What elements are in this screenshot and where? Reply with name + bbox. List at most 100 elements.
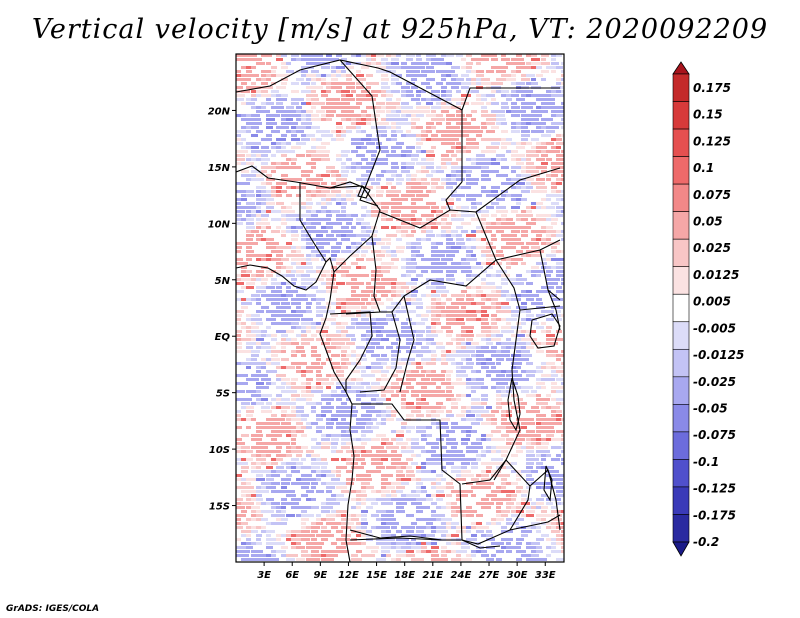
- field-cell: [236, 278, 242, 281]
- colorbar-label: 0.15: [693, 108, 723, 122]
- field-cell: [301, 426, 309, 429]
- field-cell: [491, 314, 497, 317]
- field-cell: [306, 202, 313, 205]
- field-cell: [456, 98, 464, 101]
- field-cell: [261, 70, 268, 73]
- field-cell: [336, 382, 342, 385]
- field-cell: [521, 426, 527, 429]
- field-cell: [416, 246, 422, 249]
- field-cell: [296, 410, 304, 413]
- field-cell: [456, 510, 462, 513]
- field-cell: [431, 98, 437, 101]
- field-cell: [421, 394, 429, 397]
- field-cell: [511, 354, 519, 357]
- field-cell: [381, 394, 386, 397]
- field-cell: [501, 330, 510, 333]
- field-cell: [271, 470, 277, 473]
- field-cell: [356, 450, 364, 453]
- field-cell: [246, 406, 254, 409]
- field-cell: [246, 502, 254, 505]
- field-cell: [301, 362, 307, 365]
- field-cell: [551, 246, 557, 249]
- field-cell: [431, 470, 436, 473]
- colorbar-swatch: [672, 348, 690, 378]
- field-cell: [366, 426, 372, 429]
- field-cell: [236, 498, 243, 501]
- field-cell: [521, 262, 526, 265]
- field-cell: [396, 334, 405, 337]
- field-cell: [436, 386, 441, 389]
- field-cell: [441, 458, 449, 461]
- field-cell: [511, 158, 518, 161]
- field-cell: [381, 126, 390, 129]
- field-cell: [331, 74, 339, 77]
- field-cell: [541, 310, 550, 313]
- field-cell: [391, 546, 396, 549]
- field-cell: [421, 134, 428, 137]
- field-cell: [281, 62, 287, 65]
- field-cell: [271, 250, 280, 253]
- field-cell: [441, 134, 447, 137]
- field-cell: [361, 526, 367, 529]
- field-cell: [286, 242, 292, 245]
- field-cell: [536, 558, 543, 561]
- field-cell: [501, 410, 507, 413]
- field-cell: [506, 218, 513, 221]
- field-cell: [321, 194, 328, 197]
- field-cell: [381, 450, 387, 453]
- field-cell: [261, 278, 268, 281]
- field-cell: [261, 342, 270, 345]
- field-cell: [551, 146, 556, 149]
- field-cell: [516, 54, 522, 57]
- field-cell: [301, 74, 307, 77]
- field-cell: [341, 270, 349, 273]
- field-cell: [511, 326, 517, 329]
- field-cell: [421, 294, 428, 297]
- field-cell: [276, 458, 283, 461]
- field-cell: [311, 542, 319, 545]
- field-cell: [251, 438, 258, 441]
- field-cell: [281, 302, 290, 305]
- field-cell: [381, 134, 387, 137]
- field-cell: [486, 230, 492, 233]
- field-cell: [371, 58, 376, 61]
- lon-tick-label: 24E: [451, 570, 472, 581]
- field-cell: [546, 406, 553, 409]
- field-cell: [411, 346, 416, 349]
- field-cell: [446, 266, 452, 269]
- field-cell: [351, 446, 359, 449]
- field-cell: [306, 118, 313, 121]
- field-cell: [341, 114, 349, 117]
- field-cell: [326, 170, 332, 173]
- field-cell: [301, 534, 306, 537]
- field-cell: [471, 130, 476, 133]
- field-cell: [236, 130, 244, 133]
- field-cell: [521, 254, 529, 257]
- field-cell: [246, 230, 255, 233]
- field-cell: [546, 362, 555, 365]
- field-cell: [471, 510, 477, 513]
- field-cell: [411, 134, 419, 137]
- field-cell: [286, 478, 291, 481]
- field-cell: [526, 298, 534, 301]
- field-cell: [316, 426, 325, 429]
- field-cell: [441, 522, 450, 525]
- field-cell: [371, 386, 378, 389]
- field-cell: [331, 318, 336, 321]
- field-cell: [381, 414, 386, 417]
- field-cell: [311, 194, 320, 197]
- field-cell: [381, 282, 386, 285]
- field-cell: [391, 266, 398, 269]
- field-cell: [351, 370, 360, 373]
- field-cell: [361, 294, 370, 297]
- field-cell: [366, 258, 374, 261]
- field-cell: [241, 338, 248, 341]
- field-cell: [361, 510, 368, 513]
- field-cell: [326, 470, 335, 473]
- field-cell: [551, 546, 556, 549]
- field-cell: [471, 526, 476, 529]
- field-cell: [416, 198, 423, 201]
- field-cell: [346, 230, 353, 233]
- field-cell: [511, 258, 519, 261]
- field-cell: [401, 334, 406, 337]
